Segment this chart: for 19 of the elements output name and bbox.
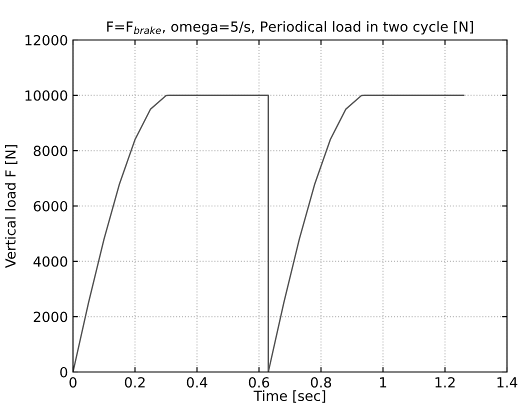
y-tick-label: 2000 [34,312,68,322]
y-tick-label: 10000 [25,90,68,101]
x-tick-label: 0 [69,377,76,388]
chart-title: F=F$_{brake}$, omega=5/s, Periodical load in two cycle [N] [107,21,473,35]
y-tick-label: 8000 [34,146,68,156]
y-tick-label: 0 [60,366,68,378]
x-tick-label: 0.8 [310,377,332,388]
y-tick-label: 12000 [25,34,68,46]
x-tick-label: 1 [380,377,386,388]
line-series [73,94,464,372]
x-tick-label: 0.2 [124,377,145,388]
x-tick-label: 0.6 [248,377,270,388]
x-tick-label: 1.2 [435,377,455,388]
y-axis-title: Vertical load F [N] [4,145,18,268]
y-tick-label: 4000 [33,256,68,267]
x-axis-title: Time [sec] [254,390,326,403]
x-tick-label: 0.4 [186,377,208,388]
y-tick-label: 6000 [34,200,68,212]
x-tick-label: 1.4 [497,377,518,388]
